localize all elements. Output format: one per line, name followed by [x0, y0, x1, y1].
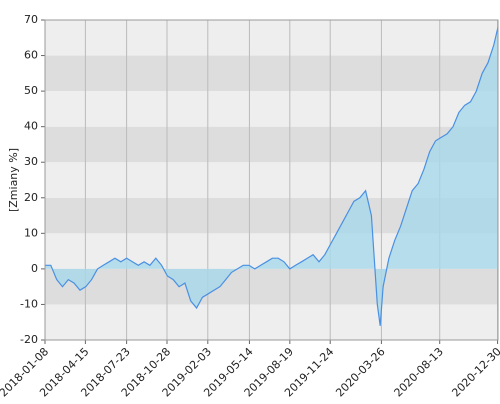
band: [45, 304, 498, 340]
band: [45, 126, 498, 163]
band: [45, 55, 498, 92]
area: [45, 27, 498, 326]
y-tick-label: 20: [24, 191, 38, 204]
line: [45, 26, 499, 326]
y-tick-label: 30: [24, 155, 38, 168]
y-tick-label: 10: [24, 226, 38, 239]
band: [45, 268, 498, 305]
plot-frame: [44, 19, 499, 341]
x-tick-label: 2020-03-26: [333, 345, 387, 399]
x-tick-label: 2020-12-30: [449, 345, 500, 399]
y-tick-label: 40: [24, 120, 38, 133]
y-tick-label: 0: [31, 262, 38, 275]
y-axis-label: [Zmiany %]: [7, 148, 20, 212]
y-tick-label: -20: [20, 333, 38, 346]
y-tick-label: 60: [24, 49, 38, 62]
y-tick-label: -10: [20, 297, 38, 310]
y-tick-label: 70: [24, 13, 38, 26]
x-tick-label: 2020-08-13: [392, 345, 446, 399]
band: [45, 20, 498, 56]
band: [45, 91, 498, 127]
y-tick-label: 50: [24, 84, 38, 97]
